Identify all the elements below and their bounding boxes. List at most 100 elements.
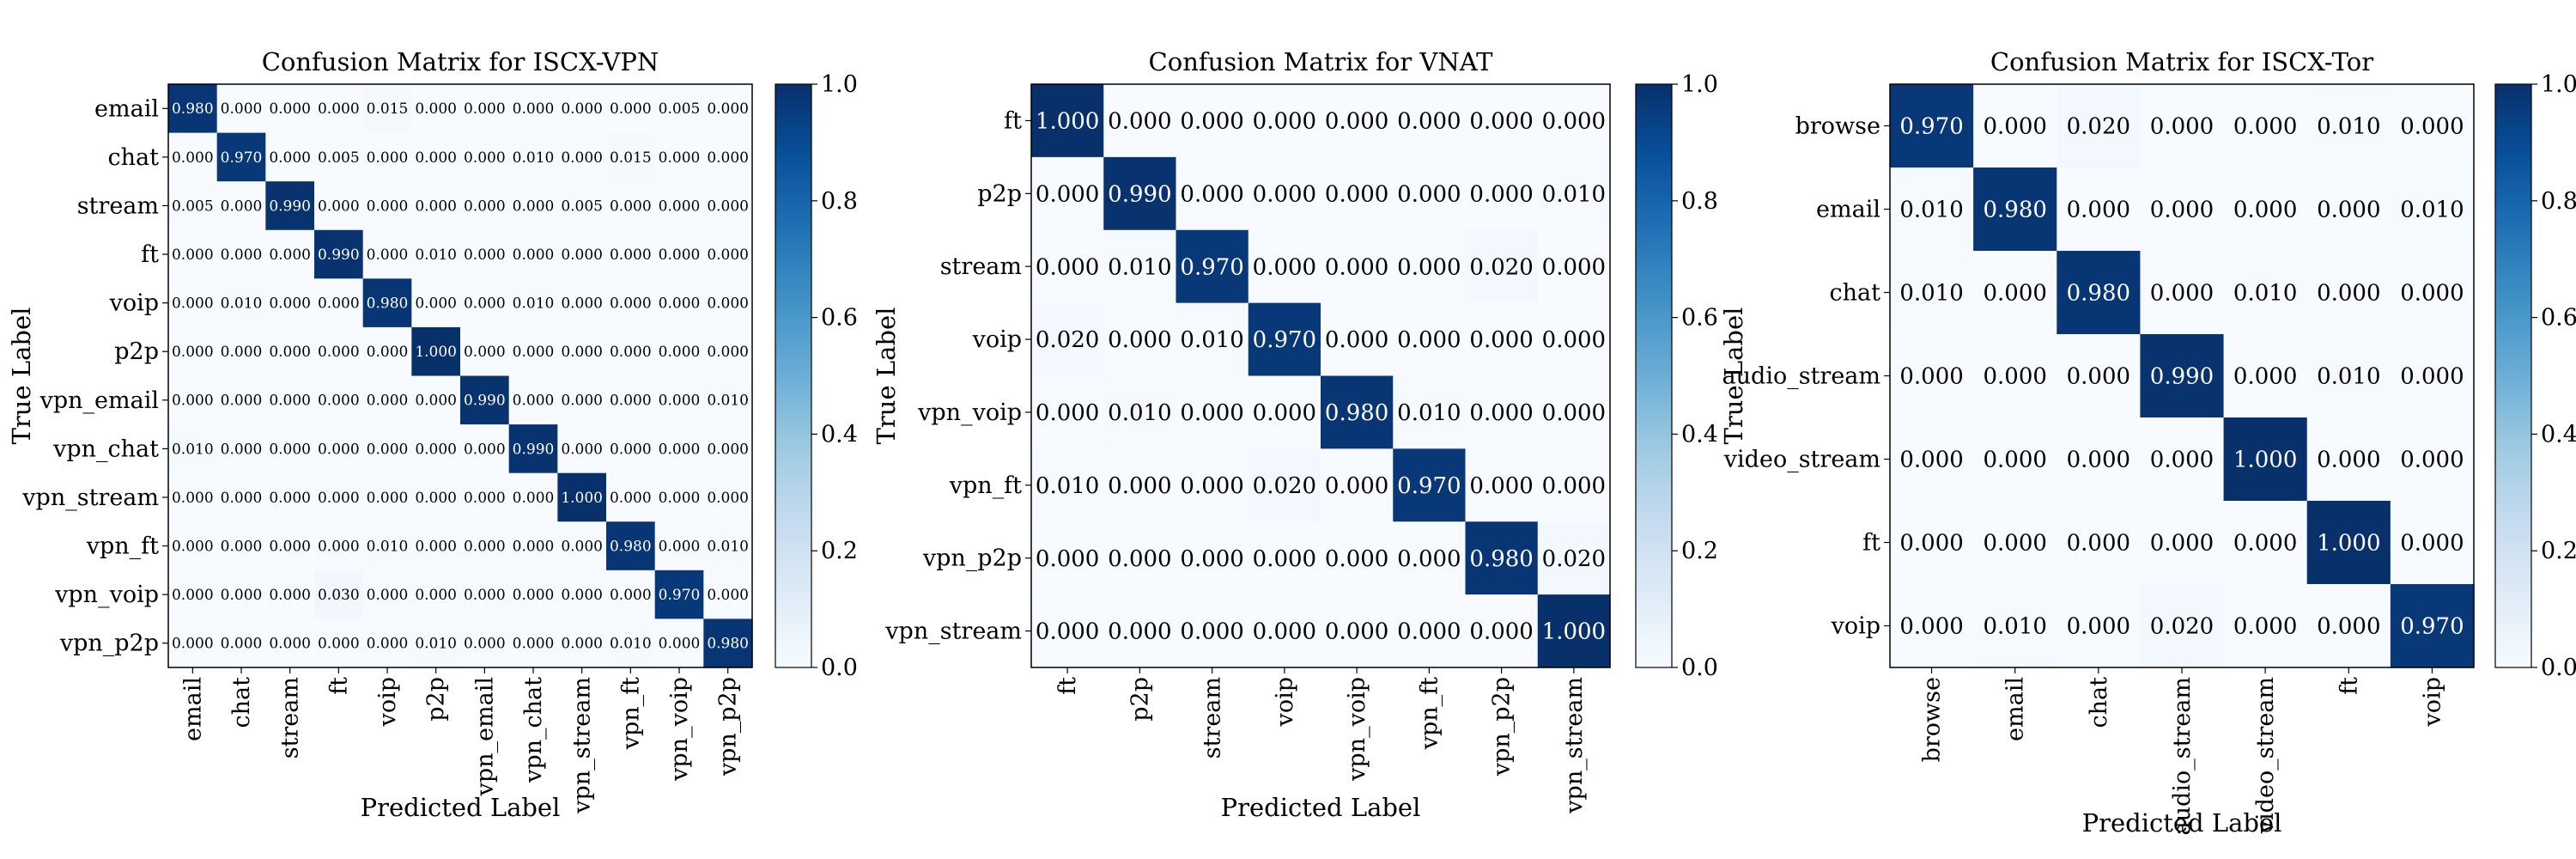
heatmap-cell — [2390, 84, 2475, 168]
heatmap-cell — [703, 424, 753, 474]
heatmap-cell — [606, 181, 656, 231]
heatmap-cell — [508, 618, 558, 668]
heatmap-cell — [362, 229, 412, 279]
cell-value-label: 0.000 — [561, 393, 603, 410]
heatmap-cell — [654, 521, 704, 571]
colorbar-tick-label: 0.0 — [821, 655, 858, 681]
cell-value-label: 0.000 — [415, 198, 457, 215]
heatmap-cell — [411, 618, 461, 668]
cell-value-label: 0.000 — [707, 490, 749, 507]
cell-value-label: 0.000 — [513, 198, 555, 215]
heatmap-cell — [606, 521, 656, 571]
heatmap-cell — [314, 618, 364, 668]
cell-value-label: 0.010 — [610, 636, 652, 653]
heatmap-cell — [1321, 229, 1394, 304]
cell-value-label: 1.000 — [1036, 109, 1099, 135]
heatmap-cell — [557, 84, 607, 134]
cell-value-label: 0.000 — [2317, 448, 2380, 473]
cell-value-label: 0.000 — [2067, 448, 2130, 473]
heatmap-cell — [1321, 84, 1394, 158]
colorbar-tick-label: 0.4 — [1681, 421, 1718, 448]
heatmap-cell — [460, 521, 510, 571]
heatmap-cell — [1393, 302, 1467, 377]
heatmap-cell — [2223, 84, 2308, 168]
cell-value-label: 0.000 — [172, 344, 214, 361]
heatmap-cell — [168, 521, 218, 571]
cell-value-label: 0.000 — [1469, 473, 1533, 499]
heatmap-cell — [314, 181, 364, 231]
heatmap-cell — [1321, 375, 1394, 449]
heatmap-cell — [411, 132, 461, 182]
cell-value-label: 0.000 — [318, 636, 360, 653]
heatmap-cell — [508, 181, 558, 231]
cell-value-label: 0.000 — [2067, 198, 2130, 223]
cell-value-label: 0.000 — [318, 344, 360, 361]
cell-value-label: 0.000 — [1899, 364, 1963, 390]
cell-value-label: 0.970 — [1180, 254, 1243, 280]
cell-value-label: 0.020 — [2150, 614, 2214, 640]
x-tick-label: voip — [1272, 677, 1298, 727]
heatmap-cell — [216, 229, 266, 279]
cell-value-label: 0.000 — [221, 101, 263, 118]
x-tick-label: vpn_chat — [520, 677, 547, 783]
heatmap-cell — [1465, 84, 1539, 158]
cell-value-label: 0.000 — [221, 636, 263, 653]
cell-value-label: 0.010 — [1542, 181, 1606, 207]
cell-value-label: 0.000 — [1325, 473, 1388, 499]
cell-value-label: 0.000 — [269, 101, 311, 118]
cell-value-label: 0.000 — [318, 441, 360, 458]
heatmap-cell — [1890, 251, 1974, 335]
cell-value-label: 0.000 — [2233, 614, 2297, 640]
cell-value-label: 0.980 — [367, 295, 409, 313]
cell-value-label: 0.000 — [1983, 281, 2046, 307]
heatmap-cell — [1973, 501, 2057, 585]
cell-value-label: 0.000 — [1036, 619, 1099, 645]
heatmap-cell — [460, 570, 510, 620]
heatmap-cell — [265, 424, 315, 474]
chart-title: Confusion Matrix for VNAT — [1149, 47, 1494, 76]
cell-value-label: 0.000 — [659, 441, 701, 458]
heatmap-cell — [654, 570, 704, 620]
cell-value-label: 0.000 — [415, 490, 457, 507]
heatmap-cell — [216, 570, 266, 620]
colorbar-tick-label: 0.8 — [1681, 188, 1718, 215]
x-tick-label: vpn_p2p — [1489, 677, 1516, 777]
heatmap-cell — [1393, 521, 1467, 595]
heatmap-cell — [1031, 302, 1104, 377]
heatmap-cell — [2223, 584, 2308, 668]
heatmap-cell — [2057, 501, 2142, 585]
heatmap-cell — [2223, 168, 2308, 252]
heatmap-cell — [1890, 501, 1974, 585]
heatmap-cell — [314, 375, 364, 425]
y-tick-label: vpn_stream — [884, 618, 1022, 645]
heatmap-cell — [606, 618, 656, 668]
heatmap-cell — [2390, 251, 2475, 335]
heatmap-cell — [216, 375, 266, 425]
heatmap-cell — [460, 84, 510, 134]
heatmap-cell — [508, 424, 558, 474]
heatmap-cell — [654, 375, 704, 425]
cell-value-label: 0.000 — [172, 587, 214, 604]
cell-value-label: 0.020 — [1469, 254, 1533, 280]
cell-value-label: 0.000 — [2150, 114, 2214, 140]
y-tick-label: email — [94, 95, 159, 122]
heatmap-cell — [265, 570, 315, 620]
heatmap-cell — [1176, 229, 1249, 304]
heatmap-cell — [460, 278, 510, 328]
colorbar-tick-label: 0.4 — [2541, 421, 2576, 448]
cell-value-label: 0.000 — [221, 490, 263, 507]
cell-value-label: 0.000 — [1542, 109, 1606, 135]
colorbar-tick-label: 0.6 — [821, 305, 858, 332]
heatmap-cell — [460, 375, 510, 425]
heatmap-cell — [265, 326, 315, 377]
cell-value-label: 0.005 — [318, 149, 360, 167]
heatmap-cell — [2306, 251, 2391, 335]
cell-value-label: 0.000 — [513, 490, 555, 507]
cell-value-label: 0.000 — [2317, 198, 2380, 223]
cell-value-label: 0.000 — [659, 636, 701, 653]
heatmap-cell — [606, 570, 656, 620]
cell-value-label: 0.000 — [1899, 448, 1963, 473]
cell-value-label: 0.000 — [2150, 531, 2214, 557]
heatmap-cell — [1248, 84, 1321, 158]
cell-value-label: 0.000 — [659, 344, 701, 361]
